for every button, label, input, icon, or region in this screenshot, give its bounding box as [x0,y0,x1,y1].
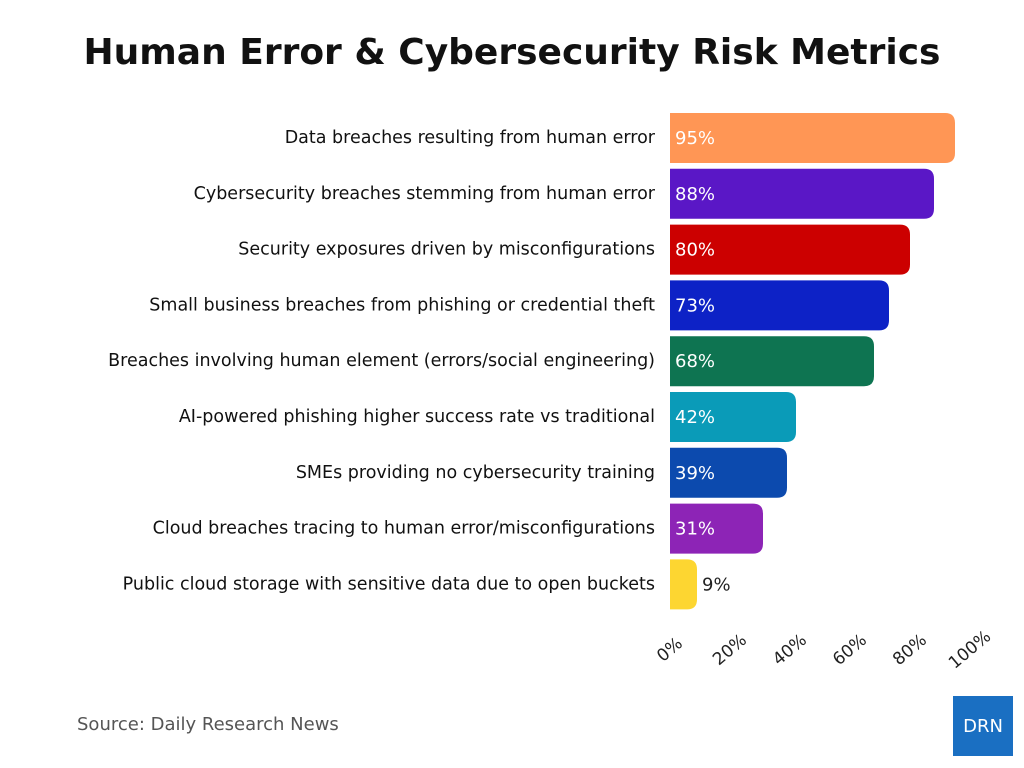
value-label: 9% [702,574,731,595]
x-tick-label: 40% [769,630,811,670]
value-label: 95% [675,128,715,149]
y-tick-label: Small business breaches from phishing or… [149,295,655,315]
bar [670,224,910,275]
x-tick-label: 20% [709,630,751,670]
x-tick-label: 60% [829,630,871,670]
value-label: 39% [675,463,715,484]
y-tick-label: Breaches involving human element (errors… [108,351,655,371]
x-tick-label: 100% [945,627,995,674]
bar [670,280,889,331]
bar [670,392,796,442]
x-tick-label: 80% [889,630,931,670]
x-tick-label: 0% [653,634,687,667]
bar [670,113,955,163]
bar [670,336,874,387]
logo: DRN [963,716,1003,737]
source: Source: Daily Research News [77,714,339,735]
y-tick-label: Public cloud storage with sensitive data… [123,574,655,594]
value-label: 73% [675,295,715,316]
bar [670,559,697,610]
value-label: 42% [675,407,715,428]
logo-box [953,696,1013,756]
bar [670,168,934,219]
bar [670,447,787,498]
y-tick-label: Cloud breaches tracing to human error/mi… [153,519,655,539]
value-label: 31% [675,519,715,540]
y-tick-label: AI-powered phishing higher success rate … [179,407,655,427]
bar [670,503,763,554]
y-tick-label: Data breaches resulting from human error [285,128,656,148]
value-label: 88% [675,184,715,205]
value-label: 80% [675,240,715,261]
chart-title: Human Error & Cybersecurity Risk Metrics [84,32,941,73]
value-label: 68% [675,351,715,372]
y-tick-label: SMEs providing no cybersecurity training [296,463,655,483]
y-tick-label: Security exposures driven by misconfigur… [238,240,655,260]
y-tick-label: Cybersecurity breaches stemming from hum… [194,184,656,204]
